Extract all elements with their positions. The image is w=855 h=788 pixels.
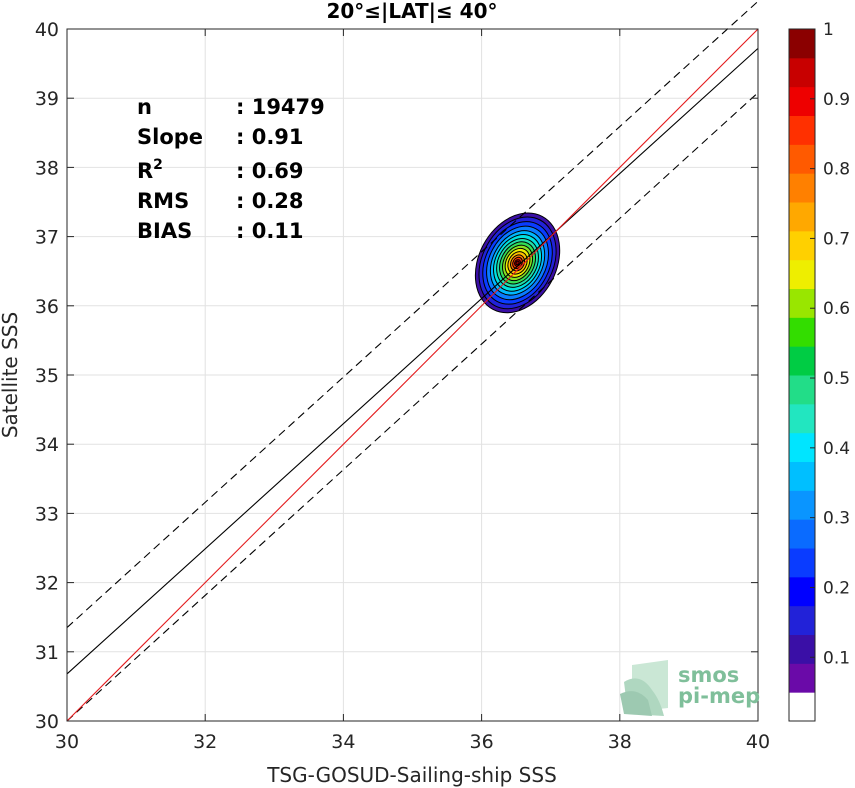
x-tick-label: 30: [55, 731, 79, 753]
logo-text-pi-mep: pi-mep: [678, 684, 760, 708]
stat-value-4: : 0.11: [236, 219, 304, 243]
x-axis-ticks: 30 32 34 36 38 40: [55, 29, 770, 753]
smos-pi-mep-logo: smos pi-mep: [620, 660, 760, 716]
colorbar-frame: [788, 28, 816, 722]
stat-label-superscript: 2: [153, 157, 163, 173]
colorbar-tick-label: 0.2: [823, 578, 850, 598]
identity-line: [66, 28, 759, 722]
y-tick-label: 36: [35, 296, 59, 318]
stat-value-3: : 0.28: [236, 189, 304, 213]
stat-value-0: : 19479: [236, 95, 325, 119]
colorbar-segment-22: [789, 57, 815, 88]
stat-value-1: : 0.91: [236, 125, 304, 149]
y-tick-label: 31: [35, 642, 59, 664]
colorbar-segment-8: [789, 461, 815, 491]
y-tick-label: 39: [35, 88, 59, 110]
colorbar-segment-19: [789, 144, 815, 174]
stat-label-2: R2: [137, 157, 163, 183]
colorbar-segment-16: [789, 230, 815, 261]
y-tick-label: 37: [35, 227, 59, 249]
y-axis-ticks: 30 31 32 33 34 35 36 37 38 39 40: [35, 19, 758, 733]
stat-label-3: RMS: [137, 189, 189, 213]
colorbar-segment-6: [789, 519, 815, 549]
stat-value-2: : 0.69: [236, 159, 304, 183]
y-tick-label: 40: [35, 19, 59, 41]
colorbar-segment-13: [789, 317, 815, 347]
colorbar-segment-7: [789, 490, 815, 520]
colorbar-segment-3: [789, 605, 815, 635]
regression-lines: [66, 0, 759, 722]
colorbar-tick-label: 0.7: [823, 229, 850, 249]
grid: [66, 28, 759, 722]
stat-label-text: R: [137, 159, 153, 183]
y-tick-label: 30: [35, 711, 59, 733]
y-tick-label: 34: [35, 434, 59, 456]
density-contours: [474, 212, 561, 314]
colorbar-segment-14: [789, 288, 815, 318]
colorbar-segment-0: [789, 692, 815, 722]
y-tick-label: 32: [35, 573, 59, 595]
colorbar-segment-20: [789, 115, 815, 145]
logo-text-smos: smos: [678, 663, 739, 687]
colorbar-segment-4: [789, 576, 815, 607]
colorbar-segment-21: [789, 86, 815, 116]
colorbar-segment-10: [789, 403, 815, 434]
statistics-box: n : 19479 Slope : 0.91 R2 : 0.69 RMS : 0.28 BIAS…: [137, 95, 325, 243]
fit-line: [66, 47, 759, 675]
colorbar-segment-11: [789, 375, 815, 405]
colorbar-tick-label: 0.9: [823, 90, 850, 110]
colorbar-segment-12: [789, 346, 815, 376]
colorbar-tick-label: 0.8: [823, 160, 850, 180]
colorbar-segment-9: [789, 432, 815, 462]
stat-label-0: n: [137, 95, 152, 119]
colorbar-segment-5: [789, 548, 815, 578]
colorbar-segment-23: [789, 29, 815, 59]
density-contour-level-14: [515, 260, 520, 266]
x-tick-label: 38: [608, 731, 632, 753]
colorbar: 0.1 0.2 0.3 0.4 0.5 0.6 0.7 0.8 0.9 1: [788, 20, 850, 722]
stat-label-text: BIAS: [137, 219, 192, 243]
colorbar-tick-label: 0.5: [823, 369, 850, 389]
x-tick-label: 36: [470, 731, 494, 753]
logo-waves-icon: [620, 660, 668, 716]
x-tick-label: 34: [331, 731, 355, 753]
colorbar-segment-1: [789, 663, 815, 693]
stat-label-text: Slope: [137, 125, 203, 149]
y-axis-label: Satellite SSS: [0, 312, 22, 438]
colorbar-segment-17: [789, 202, 815, 232]
stat-label-1: Slope: [137, 125, 203, 149]
colorbar-tick-label: 0.6: [823, 299, 850, 319]
stat-label-text: n: [137, 95, 152, 119]
colorbar-tick-label: 0.3: [823, 509, 850, 529]
y-tick-label: 35: [35, 365, 59, 387]
y-tick-label: 38: [35, 157, 59, 179]
x-tick-label: 32: [193, 731, 217, 753]
x-tick-label: 40: [746, 731, 770, 753]
stat-label-4: BIAS: [137, 219, 192, 243]
colorbar-segment-18: [789, 173, 815, 203]
colorbar-segment-15: [789, 259, 815, 289]
colorbar-tick-label: 1: [823, 20, 834, 40]
colorbar-tick-label: 0.1: [823, 648, 850, 668]
y-tick-label: 33: [35, 503, 59, 525]
colorbar-segment-2: [789, 634, 815, 664]
colorbar-tick-label: 0.4: [823, 439, 850, 459]
stat-label-text: RMS: [137, 189, 189, 213]
x-axis-label: TSG-GOSUD-Sailing-ship SSS: [266, 763, 557, 787]
chart-title: 20°≤|LAT|≤ 40°: [326, 0, 497, 23]
